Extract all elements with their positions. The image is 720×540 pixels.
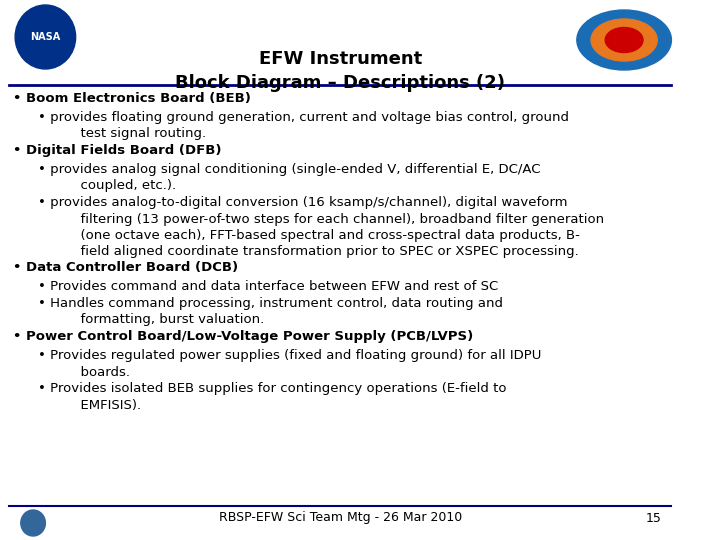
Text: 15: 15 — [646, 511, 662, 524]
Ellipse shape — [591, 19, 657, 61]
Text: • Power Control Board/Low-Voltage Power Supply (PCB/LVPS): • Power Control Board/Low-Voltage Power … — [13, 330, 474, 343]
Circle shape — [21, 510, 45, 536]
Ellipse shape — [577, 10, 672, 70]
Text: • Boom Electronics Board (BEB): • Boom Electronics Board (BEB) — [13, 92, 251, 105]
Text: • Provides isolated BEB supplies for contingency operations (E-field to
        : • Provides isolated BEB supplies for con… — [38, 382, 506, 411]
Text: • Provides regulated power supplies (fixed and floating ground) for all IDPU
   : • Provides regulated power supplies (fix… — [38, 349, 541, 379]
Text: EFW Instrument
Block Diagram – Descriptions (2): EFW Instrument Block Diagram – Descripti… — [176, 50, 505, 92]
Ellipse shape — [606, 28, 643, 52]
Text: • Digital Fields Board (DFB): • Digital Fields Board (DFB) — [13, 144, 222, 157]
Text: • Handles command processing, instrument control, data routing and
          for: • Handles command processing, instrument… — [38, 297, 503, 327]
Text: • provides floating ground generation, current and voltage bias control, ground
: • provides floating ground generation, c… — [38, 111, 569, 140]
Text: • provides analog signal conditioning (single-ended V, differential E, DC/AC
   : • provides analog signal conditioning (s… — [38, 163, 540, 192]
Text: NASA: NASA — [30, 32, 60, 42]
Text: • provides analog-to-digital conversion (16 ksamp/s/channel), digital waveform
 : • provides analog-to-digital conversion … — [38, 196, 604, 259]
Text: • Data Controller Board (DCB): • Data Controller Board (DCB) — [13, 261, 238, 274]
Text: • Provides command and data interface between EFW and rest of SC: • Provides command and data interface be… — [38, 280, 498, 293]
Text: RBSP-EFW Sci Team Mtg - 26 Mar 2010: RBSP-EFW Sci Team Mtg - 26 Mar 2010 — [219, 511, 462, 524]
Circle shape — [15, 5, 76, 69]
